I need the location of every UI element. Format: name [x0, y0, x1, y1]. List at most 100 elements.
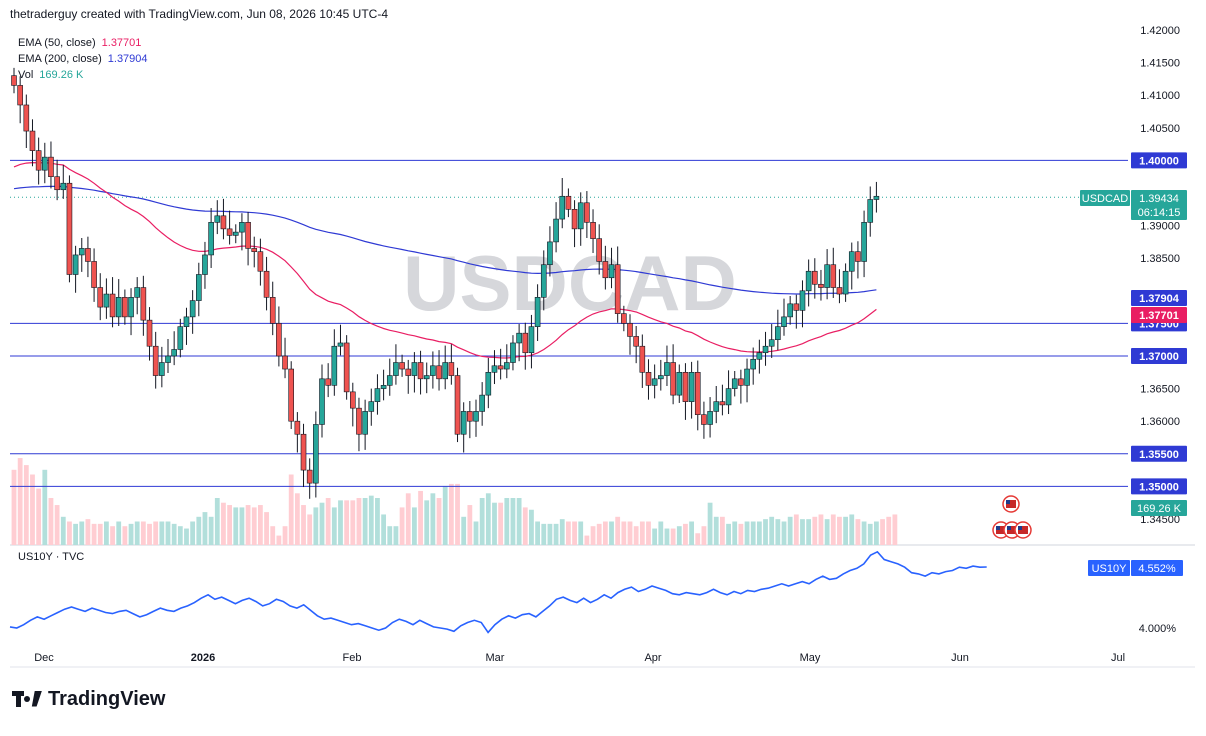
sub-pane-legend[interactable]: US10Y · TVC — [18, 551, 85, 563]
ema50-axis-label-bg — [1131, 307, 1187, 323]
volume-bar — [214, 498, 220, 545]
candle-body — [707, 411, 713, 425]
candle-body — [393, 362, 399, 376]
candle-body — [368, 401, 375, 412]
volume-bar — [171, 523, 177, 545]
candle-body — [454, 375, 461, 435]
us10y-value: 4.552% — [1138, 563, 1176, 575]
x-tick-label: Feb — [343, 652, 362, 664]
volume-bar — [633, 526, 639, 545]
level-label-bg — [1131, 348, 1187, 364]
volume-bar — [165, 521, 171, 545]
us10y-line — [9, 550, 987, 634]
volume-bar — [602, 521, 608, 545]
y-tick-label: 1.34500 — [1140, 514, 1180, 526]
candle-body — [676, 371, 683, 396]
candle-body — [448, 362, 455, 376]
volume-bar — [85, 519, 91, 545]
volume-bar — [775, 519, 781, 545]
candle-body — [682, 371, 689, 402]
candle-body — [848, 251, 855, 272]
candle-body — [577, 202, 584, 230]
candle-body — [282, 355, 288, 370]
volume-bar — [412, 507, 417, 545]
volume-bar — [368, 495, 374, 545]
volume-bar — [251, 507, 257, 545]
us-flag-stripes — [1006, 500, 1016, 508]
legend-ema200-label: EMA (200, close) — [18, 53, 102, 65]
candle-body — [818, 283, 824, 288]
candle-body — [202, 254, 208, 275]
volume-bar — [756, 521, 762, 545]
candle-body — [196, 274, 202, 301]
volume-bar — [763, 519, 768, 545]
volume-bar — [818, 514, 824, 545]
candle-body — [516, 332, 522, 344]
candle-body — [571, 209, 578, 230]
tradingview-logo-icon — [12, 690, 42, 709]
candle-body — [855, 251, 861, 262]
legend-ema200[interactable]: EMA (200, close) 1.37904 — [18, 51, 148, 67]
x-tick-label: May — [800, 652, 821, 664]
candle-body — [146, 319, 153, 347]
volume-bar — [615, 516, 621, 545]
legend-ema50[interactable]: EMA (50, close) 1.37701 — [18, 35, 148, 51]
candle-body — [140, 287, 147, 321]
candle-body — [41, 156, 48, 171]
level-label: 1.35000 — [1139, 481, 1179, 493]
volume-bar — [689, 521, 694, 545]
volume-bar — [430, 493, 436, 545]
candle-body — [399, 362, 405, 370]
volume-bar — [36, 488, 42, 545]
candle-body — [220, 215, 227, 230]
tradingview-brand[interactable]: TradingView — [12, 688, 165, 711]
volume-bar — [436, 498, 442, 545]
volume-bar — [73, 523, 78, 545]
candle-body — [306, 469, 313, 484]
volume-bar — [498, 502, 504, 545]
volume-bar — [338, 500, 343, 545]
candle-body — [510, 342, 516, 363]
candle-body — [214, 215, 221, 223]
volume-bar — [713, 516, 719, 545]
candle-body — [775, 326, 781, 341]
volume-bar — [270, 526, 276, 545]
candle-body — [467, 411, 473, 422]
candle-body — [325, 378, 331, 386]
y-tick-label: 1.42000 — [1140, 25, 1180, 37]
candle-body — [596, 238, 603, 262]
legend-vol[interactable]: Vol 169.26 K — [18, 67, 148, 83]
candle-body — [103, 293, 110, 308]
volume-bar — [701, 526, 707, 545]
volume-bar — [54, 505, 60, 545]
candle-body — [503, 362, 510, 370]
candle-body — [343, 342, 350, 393]
candle-body — [565, 195, 572, 210]
volume-bar — [128, 523, 134, 545]
symbol-tag-bg — [1080, 190, 1130, 206]
candle-body — [417, 362, 424, 380]
us-flag-stripes — [1018, 526, 1028, 534]
candle-body — [731, 378, 738, 389]
volume-bar — [522, 507, 528, 545]
volume-bar — [572, 521, 577, 545]
legend-ema50-label: EMA (50, close) — [18, 37, 96, 49]
candle-body — [115, 297, 122, 318]
volume-bar — [621, 521, 627, 545]
volume-bar — [720, 516, 725, 545]
candle-body — [189, 300, 196, 318]
volume-bar — [245, 505, 251, 545]
candle-body — [85, 248, 91, 262]
candle-body — [48, 156, 54, 177]
candle-body — [159, 362, 165, 376]
volume-bar — [652, 528, 658, 545]
candle-body — [768, 339, 775, 347]
volume-bar — [362, 498, 368, 545]
volume-bar — [17, 458, 23, 545]
candle-body — [294, 420, 301, 435]
candle-body — [491, 365, 498, 373]
level-label-bg — [1131, 445, 1187, 462]
volume-bar — [221, 502, 226, 545]
candle-body — [165, 355, 171, 363]
